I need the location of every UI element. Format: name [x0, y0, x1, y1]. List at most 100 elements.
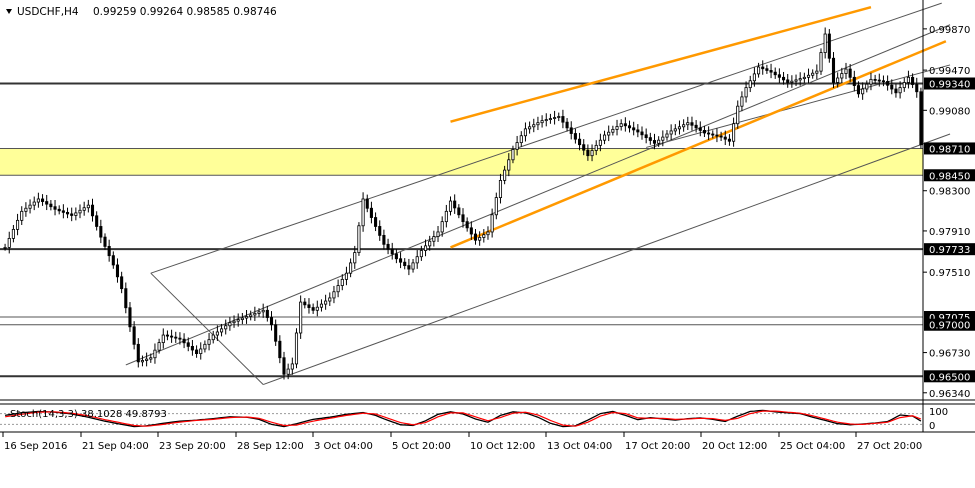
candle-body	[561, 116, 565, 123]
candle-body	[411, 262, 415, 270]
candle-body	[836, 77, 840, 83]
candle-body	[686, 122, 690, 126]
candle-body	[195, 349, 199, 355]
candle-body	[711, 133, 715, 136]
channel-connector[interactable]	[150, 272, 264, 385]
candle-body	[307, 304, 311, 308]
candle-body	[315, 306, 319, 311]
y-tick-label: 0.97910	[929, 227, 970, 238]
candle-body	[374, 217, 378, 227]
candle-body	[602, 134, 607, 141]
candle-body	[881, 80, 885, 83]
candle-body	[453, 200, 457, 209]
candle-body	[415, 256, 419, 264]
candle-body	[240, 317, 244, 320]
candle-body	[16, 219, 20, 230]
candle-body	[303, 301, 307, 306]
candle-body	[32, 201, 36, 206]
candle-body	[157, 342, 161, 351]
candle-body	[773, 71, 777, 76]
candle-body	[86, 204, 90, 209]
candle-body	[915, 84, 919, 93]
candle-body	[636, 129, 640, 133]
channel-upper-rail-early[interactable]	[150, 2, 942, 274]
candle-body	[482, 234, 486, 238]
candle-body	[182, 338, 186, 344]
candle-body	[748, 80, 752, 89]
candle-body	[565, 121, 569, 129]
candle-body	[544, 119, 548, 122]
candle-body	[145, 358, 149, 361]
y-tick-label: 0.99080	[929, 106, 970, 117]
level-price-tag	[924, 142, 975, 155]
candle-body	[186, 342, 190, 347]
symbol-title: USDCHF,H4	[17, 6, 79, 18]
candle-body	[444, 210, 448, 223]
triangle-down-icon[interactable]	[6, 9, 12, 14]
candle-body	[727, 138, 731, 142]
candle-body	[253, 313, 257, 316]
rising-wedge-upper[interactable]	[450, 6, 872, 123]
candle-body	[394, 253, 398, 260]
candle-body	[278, 340, 282, 359]
rising-wedge-lower[interactable]	[450, 40, 947, 249]
candle-body	[365, 198, 369, 209]
stochastic-signal-line	[5, 410, 922, 427]
candle-body	[423, 245, 428, 251]
candle-body	[45, 201, 49, 205]
candle-body	[852, 76, 856, 86]
candle-body	[294, 332, 299, 365]
candle-body	[856, 85, 861, 95]
candle-body	[553, 117, 557, 119]
candle-body	[41, 198, 45, 202]
candle-body	[120, 276, 124, 290]
candle-body	[607, 131, 611, 136]
candle-body	[170, 335, 174, 338]
candle-body	[669, 130, 673, 135]
candle-body	[823, 33, 827, 53]
candle-body	[548, 118, 552, 120]
candle-body	[49, 203, 53, 208]
candle-body	[873, 78, 877, 81]
candle-body	[894, 88, 898, 94]
candle-body	[869, 78, 873, 85]
candle-body	[715, 134, 719, 137]
y-tick-label: 0.96340	[929, 389, 970, 400]
candle-body	[752, 73, 756, 82]
candle-body	[228, 322, 232, 327]
candle-body	[619, 123, 623, 127]
x-tick-label: 28 Sep 12:00	[237, 441, 304, 452]
candle-body	[598, 139, 602, 146]
candle-body	[786, 79, 790, 83]
candle-body	[461, 214, 465, 223]
candle-body	[132, 326, 136, 345]
candle-body	[573, 133, 577, 140]
x-tick-label: 10 Oct 12:00	[470, 441, 535, 452]
candle-body	[794, 79, 798, 82]
candle-body	[569, 127, 573, 134]
candle-body	[11, 228, 15, 239]
candle-body	[386, 243, 390, 250]
candle-body	[24, 207, 28, 212]
candle-body	[781, 76, 786, 81]
x-tick-label: 23 Sep 20:00	[159, 441, 226, 452]
candle-body	[519, 135, 523, 144]
candle-body	[165, 334, 169, 337]
candle-body	[448, 200, 453, 212]
candle-body	[199, 348, 203, 355]
x-tick-label: 5 Oct 20:00	[392, 441, 451, 452]
level-price-tag	[924, 243, 975, 256]
candle-body	[249, 314, 253, 317]
candle-body	[640, 131, 644, 136]
support-zone	[0, 148, 923, 176]
y-tick-label: 0.99470	[929, 66, 970, 77]
candle-body	[328, 297, 332, 302]
candle-body	[469, 227, 473, 235]
candle-body	[902, 82, 906, 89]
channel-inner-rail[interactable]	[646, 64, 951, 148]
level-price-tag	[924, 370, 975, 383]
candle-body	[178, 337, 182, 340]
candle-body	[831, 57, 836, 83]
channel-lower-rail[interactable]	[263, 133, 951, 386]
